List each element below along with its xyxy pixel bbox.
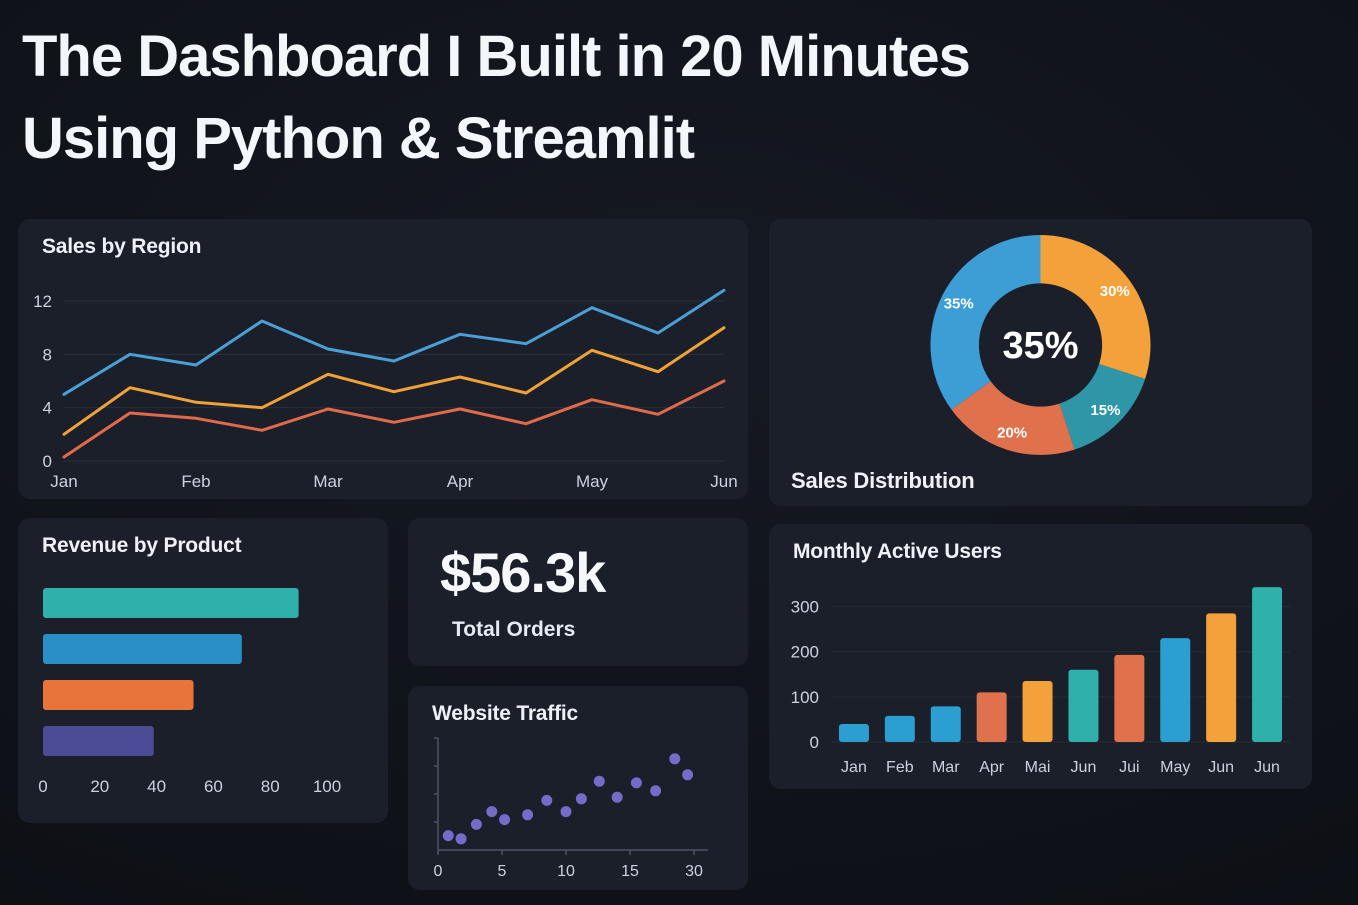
svg-text:Mar: Mar xyxy=(932,759,960,776)
svg-text:12: 12 xyxy=(33,292,52,311)
revenue-by-product-title: Revenue by Product xyxy=(42,534,242,557)
revenue-by-product-bar-chart: 0 20 40 60 80 100 xyxy=(38,588,341,796)
svg-text:0: 0 xyxy=(434,863,443,880)
svg-text:Feb: Feb xyxy=(181,472,210,491)
svg-text:20: 20 xyxy=(90,777,109,796)
svg-text:Jun: Jun xyxy=(1208,759,1234,776)
svg-text:300: 300 xyxy=(791,598,819,617)
total-orders-value: $56.3k xyxy=(440,541,606,604)
svg-text:4: 4 xyxy=(43,399,52,418)
svg-text:Mai: Mai xyxy=(1025,759,1051,776)
sales-distribution-card: 30% 15% 20% 35% 35% Sales Distribution xyxy=(769,219,1312,506)
sales-by-region-card: Sales by Region 0 4 8 12 Jan Feb Mar Apr May Jun xyxy=(18,219,748,499)
svg-text:Jui: Jui xyxy=(1119,759,1139,776)
svg-text:200: 200 xyxy=(791,643,819,662)
sales-distribution-donut-chart: 30% 15% 20% 35% 35% xyxy=(930,235,1151,455)
svg-text:40: 40 xyxy=(147,777,166,796)
svg-text:15%: 15% xyxy=(1090,402,1120,419)
page-title-line-2: Using Python & Streamlit xyxy=(22,106,695,172)
svg-text:30%: 30% xyxy=(1100,283,1130,300)
svg-text:Mar: Mar xyxy=(313,472,343,491)
monthly-active-users-card: Monthly Active Users 0 100 200 300 Jan Feb Mar… xyxy=(769,524,1312,789)
svg-text:35%: 35% xyxy=(944,295,974,312)
revenue-by-product-card: Revenue by Product 0 20 40 60 80 100 xyxy=(18,518,388,823)
svg-text:Apr: Apr xyxy=(979,759,1005,776)
svg-text:80: 80 xyxy=(261,777,280,796)
website-traffic-card: Website Traffic 0 5 10 15 30 xyxy=(408,686,748,890)
svg-text:Jun: Jun xyxy=(710,472,737,491)
total-orders-card: $56.3k Total Orders xyxy=(408,518,748,666)
sales-by-region-title: Sales by Region xyxy=(42,235,202,258)
svg-text:100: 100 xyxy=(791,688,819,707)
monthly-active-users-title: Monthly Active Users xyxy=(793,540,1002,563)
svg-text:0: 0 xyxy=(38,777,47,796)
svg-text:100: 100 xyxy=(313,777,341,796)
svg-text:Apr: Apr xyxy=(447,472,474,491)
website-traffic-scatter-chart: 0 5 10 15 30 xyxy=(434,737,708,880)
svg-text:Jun: Jun xyxy=(1254,759,1280,776)
svg-text:May: May xyxy=(576,472,609,491)
svg-text:35%: 35% xyxy=(1002,325,1078,367)
svg-text:5: 5 xyxy=(498,863,507,880)
svg-text:Jun: Jun xyxy=(1071,759,1097,776)
svg-text:10: 10 xyxy=(557,863,575,880)
page-title-line-1: The Dashboard I Built in 20 Minutes xyxy=(22,24,971,89)
svg-text:15: 15 xyxy=(621,863,639,880)
svg-text:60: 60 xyxy=(204,777,223,796)
sales-distribution-title: Sales Distribution xyxy=(791,468,975,493)
website-traffic-title: Website Traffic xyxy=(432,702,578,725)
svg-text:30: 30 xyxy=(685,863,703,880)
svg-text:Jan: Jan xyxy=(50,472,77,491)
svg-text:Feb: Feb xyxy=(886,759,914,776)
svg-text:May: May xyxy=(1160,759,1190,776)
svg-text:8: 8 xyxy=(43,345,52,364)
total-orders-label: Total Orders xyxy=(452,618,576,641)
svg-text:20%: 20% xyxy=(997,424,1027,441)
monthly-active-users-bar-chart: 0 100 200 300 Jan Feb Mar Apr Mai Jun Jui May Jun Jun xyxy=(791,587,1290,776)
page-title: The Dashboard I Built in 20 Minutes Using… xyxy=(22,16,971,181)
svg-text:0: 0 xyxy=(43,452,52,471)
svg-text:Jan: Jan xyxy=(841,759,867,776)
sales-by-region-line-chart: 0 4 8 12 Jan Feb Mar Apr May Jun xyxy=(33,288,738,491)
svg-text:0: 0 xyxy=(810,733,819,752)
